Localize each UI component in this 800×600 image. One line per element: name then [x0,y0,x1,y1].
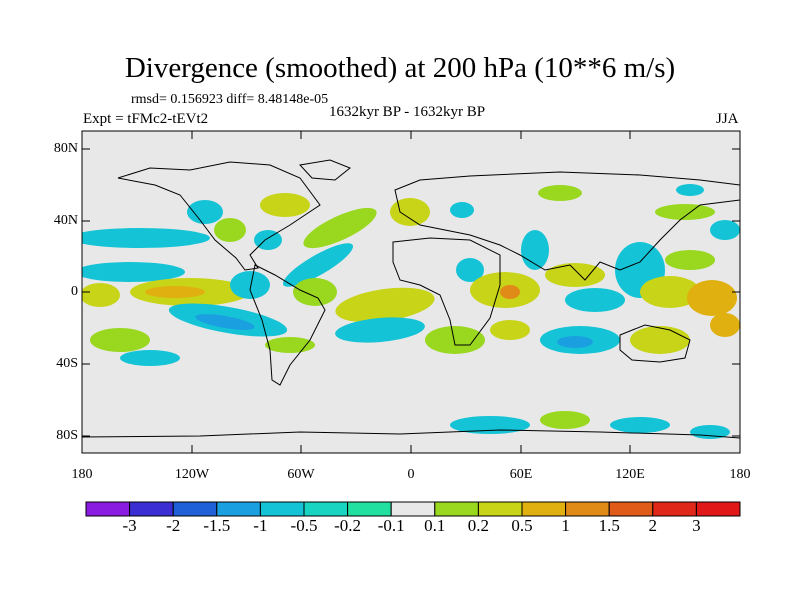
x-tick-label: 120W [174,467,210,482]
field-patch [665,250,715,270]
field-patch [187,200,223,224]
colorbar-box [172,501,218,517]
field-patch [82,283,120,307]
field-patch [710,220,740,240]
eurasia-coast [394,171,740,281]
y-tick-label: 80N [53,141,78,156]
colorbar-label: 0.2 [467,516,490,535]
colorbar-label: -3 [122,516,137,535]
field-patch [640,276,700,308]
field-patch [195,314,255,330]
field-patch [293,278,337,306]
south-america-coast [249,264,326,386]
field-patch [425,326,485,354]
y-ticks [82,148,740,437]
colorbar-box [521,501,567,517]
field-patch [335,287,435,323]
colorbar-box [608,501,654,517]
field-patch [500,285,520,299]
x-ticks [81,131,741,453]
greenland-coast [299,159,351,181]
experiment-label: Expt = tFMc2-tEVt2 [83,111,209,127]
field-patch [490,320,530,340]
chart-title: Divergence (smoothed) at 200 hPa (10**6 … [124,52,676,84]
colorbar-box [695,501,741,517]
field-patch [456,258,484,282]
colorbar-box [216,501,261,517]
colorbar-label: 0.1 [424,516,446,535]
x-tick-label: 180 [71,467,93,482]
field-patch [254,230,282,250]
colorbar-box [85,501,131,517]
field-patch [655,204,715,220]
colorbar-label: 1 [561,516,570,535]
colorbar-label: -2 [166,516,181,535]
colorbar-box [390,501,436,517]
colorbar-box [652,501,697,517]
colorbar-label: -0.5 [290,516,318,535]
colorbar-label: 1.5 [598,516,620,535]
field-patch [630,326,690,354]
field-patch [565,288,625,312]
y-tick-label: 0 [71,284,78,299]
field-patch [82,262,185,282]
x-tick-label: 0 [407,467,415,482]
field-patch [265,337,315,353]
colorbar-label: -1 [253,516,268,535]
colorbar-box [565,501,610,517]
africa-coast [392,237,501,346]
field-patch [540,411,590,429]
colorbar-box [259,501,305,517]
colorbar-box [303,501,349,517]
colorbar-box [477,501,523,517]
period-label: 1632kyr BP - 1632kyr BP [328,104,486,120]
field-patch [120,350,180,366]
colorbar-box [434,501,479,517]
colorbar-label: 3 [692,516,701,535]
field-patch [450,416,530,434]
field-patch [538,185,582,201]
field-patch [260,193,310,217]
colorbar-label: 0.5 [511,516,533,535]
field-patch [335,317,425,343]
y-tick-label: 40S [56,356,78,371]
x-tick-label: 60W [287,467,315,482]
field-patch [710,313,740,337]
field-patch [610,417,670,433]
coastlines [82,159,740,439]
australia-coast [619,324,691,363]
field-patch [90,328,150,352]
colorbar-box [129,501,174,517]
colorbar-label: -0.1 [377,516,405,535]
colorbar-label: -1.5 [203,516,231,535]
season-label: JJA [716,111,739,127]
field-patch [82,228,210,248]
field-patch [214,218,246,242]
x-tick-label: 120E [615,467,645,482]
divergence-field [82,184,740,439]
field-patch [390,198,430,226]
field-patch [676,184,704,196]
field-patch [687,280,737,316]
stats-text: rmsd= 0.156923 diff= 8.48148e-05 [131,92,329,107]
field-patch [545,263,605,287]
field-patch [303,207,377,249]
north-america-coast [117,161,321,271]
y-tick-label: 40N [53,213,78,228]
field-patch [450,202,474,218]
field-patch [145,286,205,298]
y-tick-label: 80S [56,428,78,443]
x-tick-label: 180 [729,467,751,482]
colorbar-label: -0.2 [334,516,362,535]
field-patch [230,271,270,299]
colorbar-label: 2 [648,516,658,535]
field-patch [557,336,593,348]
x-tick-label: 60E [509,467,533,482]
antarctica-coast [82,429,740,439]
colorbar [85,501,741,517]
field-patch [283,243,353,287]
colorbar-box [347,501,392,517]
